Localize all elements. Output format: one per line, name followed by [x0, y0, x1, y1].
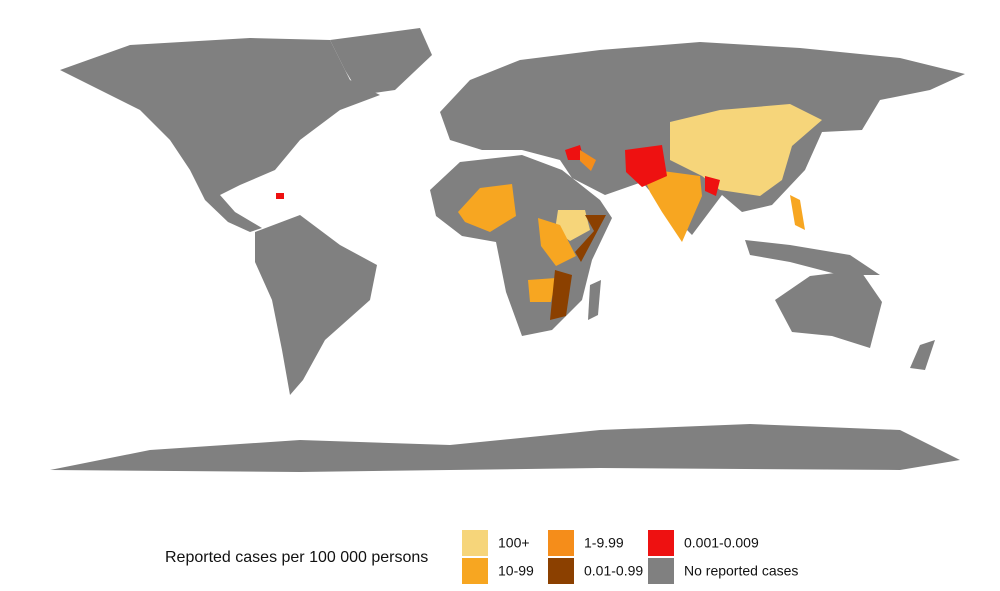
- syria: [565, 145, 584, 160]
- south-sudan-kenya: [538, 218, 576, 266]
- land: [50, 28, 965, 472]
- australia: [775, 270, 882, 348]
- zambia-malawi: [528, 278, 556, 302]
- legend-label: No reported cases: [684, 563, 798, 579]
- haiti: [276, 193, 284, 199]
- legend-label: 100+: [498, 535, 530, 551]
- legend-swatch: [462, 530, 488, 556]
- legend-title: Reported cases per 100 000 persons: [165, 549, 428, 566]
- china: [670, 104, 822, 196]
- legend-swatch: [548, 558, 574, 584]
- southeast-asia: [745, 240, 880, 275]
- legend-swatch: [462, 558, 488, 584]
- iraq: [580, 150, 596, 171]
- legend-label: 0.01-0.99: [584, 563, 643, 579]
- india: [640, 168, 702, 242]
- legend-swatch: [648, 558, 674, 584]
- north-america: [60, 38, 380, 232]
- antarctica: [50, 424, 960, 472]
- south-america: [255, 215, 377, 395]
- greenland: [330, 28, 432, 95]
- philippines: [790, 195, 805, 230]
- legend: 100+ 10-99 1-9.99 0.01-0.99 0.001-0.009 No re…: [462, 530, 798, 584]
- new-zealand: [910, 340, 935, 370]
- afghanistan-pakistan: [625, 145, 667, 187]
- legend-label: 10-99: [498, 563, 534, 579]
- legend-label: 0.001-0.009: [684, 535, 759, 551]
- bangladesh: [705, 176, 720, 196]
- legend-label: 1-9.99: [584, 535, 624, 551]
- mozambique: [550, 270, 572, 320]
- madagascar: [588, 280, 601, 320]
- somalia: [575, 215, 606, 262]
- affected-regions: [276, 104, 822, 320]
- legend-swatch: [648, 530, 674, 556]
- nigeria-chad: [458, 184, 516, 232]
- legend-swatch: [548, 530, 574, 556]
